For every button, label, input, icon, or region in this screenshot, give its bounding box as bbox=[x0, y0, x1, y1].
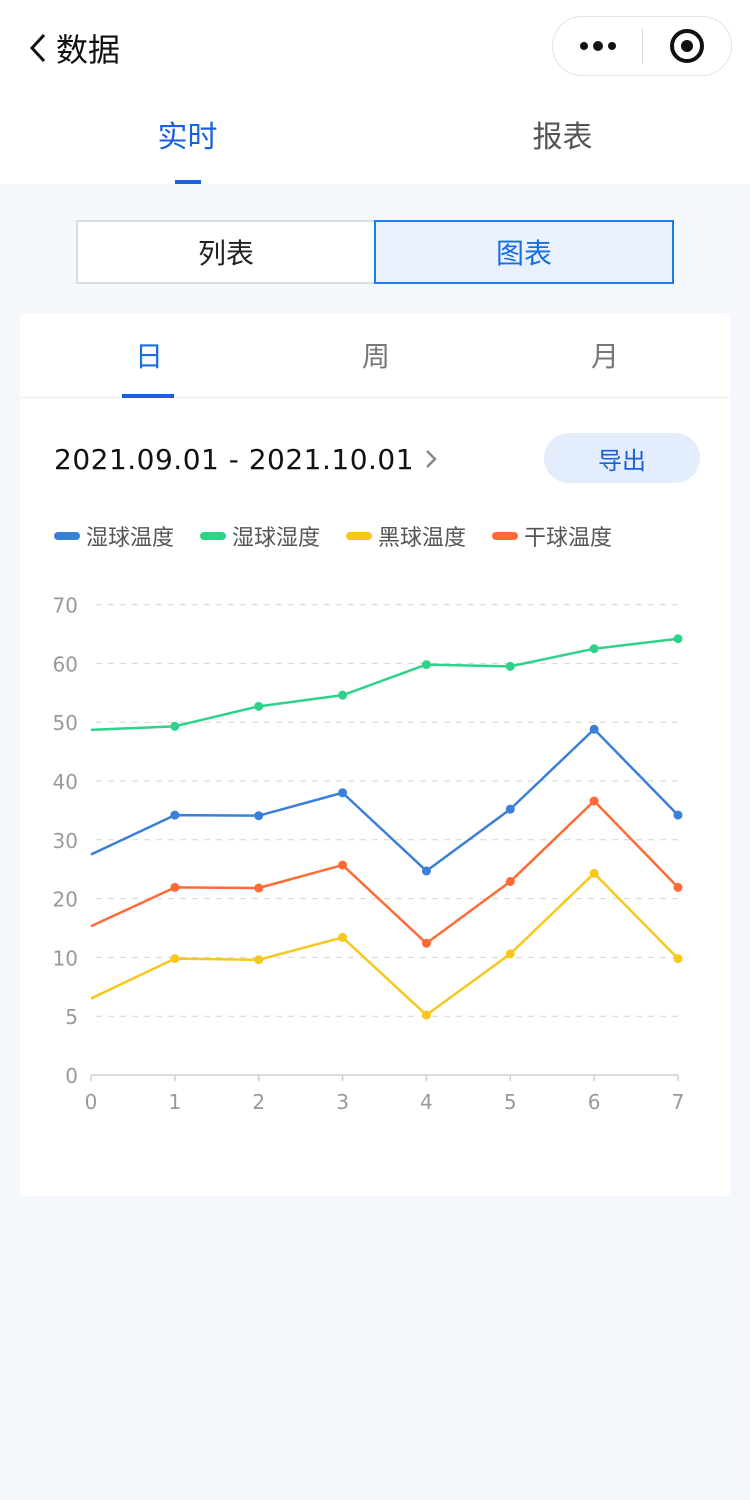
legend-item: 黑球温度 bbox=[346, 520, 466, 552]
data-point bbox=[421, 1010, 431, 1020]
chevron-right-icon bbox=[426, 450, 437, 468]
y-tick-label: 10 bbox=[53, 946, 78, 970]
legend-item: 湿球湿度 bbox=[200, 520, 320, 552]
y-tick-label: 30 bbox=[53, 829, 78, 853]
series-line-0 bbox=[90, 728, 679, 873]
period-tabs: 日 周 月 bbox=[20, 313, 730, 398]
more-button[interactable] bbox=[553, 17, 642, 75]
data-point bbox=[254, 811, 264, 821]
page-title: 数据 bbox=[56, 31, 121, 69]
y-tick-label: 0 bbox=[65, 1064, 78, 1088]
data-point bbox=[505, 877, 515, 887]
legend-item: 湿球温度 bbox=[54, 520, 174, 552]
tab-realtime[interactable]: 实时 bbox=[0, 112, 375, 184]
back-button[interactable]: 数据 bbox=[28, 26, 120, 70]
data-point bbox=[170, 882, 180, 892]
x-tick-label: 1 bbox=[168, 1090, 181, 1114]
y-tick-label: 60 bbox=[53, 652, 78, 676]
legend-swatch bbox=[54, 532, 80, 540]
data-point bbox=[170, 810, 180, 820]
data-point bbox=[673, 634, 683, 644]
x-tick-label: 4 bbox=[420, 1090, 433, 1114]
series-line-3 bbox=[90, 799, 679, 945]
data-point bbox=[170, 721, 180, 731]
x-tick-label: 0 bbox=[85, 1090, 98, 1114]
tab-week[interactable]: 周 bbox=[258, 313, 494, 397]
top-bar: 数据 实时 报表 bbox=[0, 0, 750, 184]
x-tick-label: 2 bbox=[252, 1090, 265, 1114]
x-tick-label: 7 bbox=[672, 1090, 685, 1114]
y-tick-label: 5 bbox=[65, 1005, 78, 1029]
data-point bbox=[338, 860, 348, 870]
tab-report-label: 报表 bbox=[532, 120, 593, 155]
tab-month[interactable]: 月 bbox=[487, 313, 723, 397]
mini-program-capsule bbox=[552, 16, 732, 76]
tab-day[interactable]: 日 bbox=[31, 313, 267, 398]
data-point bbox=[338, 690, 348, 700]
chart-legend: 湿球温度 湿球湿度 黑球温度 干球温度 bbox=[54, 519, 638, 553]
data-point bbox=[505, 949, 515, 959]
data-point bbox=[589, 644, 599, 654]
data-point bbox=[338, 932, 348, 942]
data-point bbox=[254, 701, 264, 711]
data-point bbox=[673, 882, 683, 892]
data-point bbox=[421, 866, 431, 876]
y-tick-label: 50 bbox=[53, 711, 78, 735]
capsule-divider bbox=[642, 28, 643, 64]
date-range-text: 2021.09.01 - 2021.10.01 bbox=[54, 442, 415, 476]
data-point bbox=[170, 954, 180, 964]
data-point bbox=[673, 810, 683, 820]
data-point bbox=[589, 724, 599, 734]
y-tick-label: 40 bbox=[53, 770, 78, 794]
export-button[interactable]: 导出 bbox=[544, 433, 700, 483]
tab-day-label: 日 bbox=[134, 340, 163, 373]
data-point bbox=[589, 868, 599, 878]
legend-swatch bbox=[200, 532, 227, 540]
series-line-1 bbox=[90, 637, 679, 732]
y-tick-label: 20 bbox=[53, 888, 78, 912]
data-point bbox=[421, 660, 431, 670]
data-point bbox=[254, 955, 264, 965]
legend-label: 湿球湿度 bbox=[232, 526, 321, 551]
series-line-2 bbox=[90, 872, 679, 1017]
x-tick-label: 6 bbox=[588, 1090, 601, 1114]
tab-report[interactable]: 报表 bbox=[375, 112, 750, 184]
legend-label: 湿球温度 bbox=[86, 526, 175, 551]
close-miniprogram-button[interactable] bbox=[643, 17, 731, 75]
line-chart: 0 5 10 20 30 40 50 60 70 0 1 2 3 4 5 6 7 bbox=[53, 594, 685, 1114]
data-point bbox=[505, 661, 515, 671]
chart-card: 日 周 月 2021.09.01 - 2021.10.01 导出 湿球温度 湿球… bbox=[20, 313, 730, 1196]
data-point bbox=[505, 804, 515, 814]
x-tick-label: 5 bbox=[504, 1090, 517, 1114]
legend-item: 干球温度 bbox=[492, 520, 612, 552]
tab-active-indicator bbox=[175, 180, 201, 184]
data-point bbox=[338, 788, 348, 798]
list-view-button[interactable]: 列表 bbox=[76, 220, 374, 284]
legend-swatch bbox=[346, 532, 373, 540]
chevron-left-icon bbox=[29, 33, 46, 63]
x-tick-label: 3 bbox=[336, 1090, 349, 1114]
data-point bbox=[254, 883, 264, 893]
chart-view-button[interactable]: 图表 bbox=[374, 220, 674, 284]
data-point bbox=[421, 938, 431, 948]
date-range-picker[interactable]: 2021.09.01 - 2021.10.01 bbox=[54, 439, 438, 479]
target-icon bbox=[670, 29, 704, 63]
data-point bbox=[589, 796, 599, 806]
legend-label: 黑球温度 bbox=[378, 526, 467, 551]
tab-week-label: 周 bbox=[361, 340, 390, 373]
legend-swatch bbox=[492, 532, 519, 540]
more-dots-icon bbox=[579, 41, 616, 51]
tab-month-label: 月 bbox=[590, 340, 619, 373]
y-tick-label: 70 bbox=[53, 594, 78, 618]
legend-label: 干球温度 bbox=[524, 526, 613, 551]
period-active-indicator bbox=[122, 394, 174, 398]
data-point bbox=[673, 954, 683, 964]
tab-realtime-label: 实时 bbox=[157, 120, 218, 155]
